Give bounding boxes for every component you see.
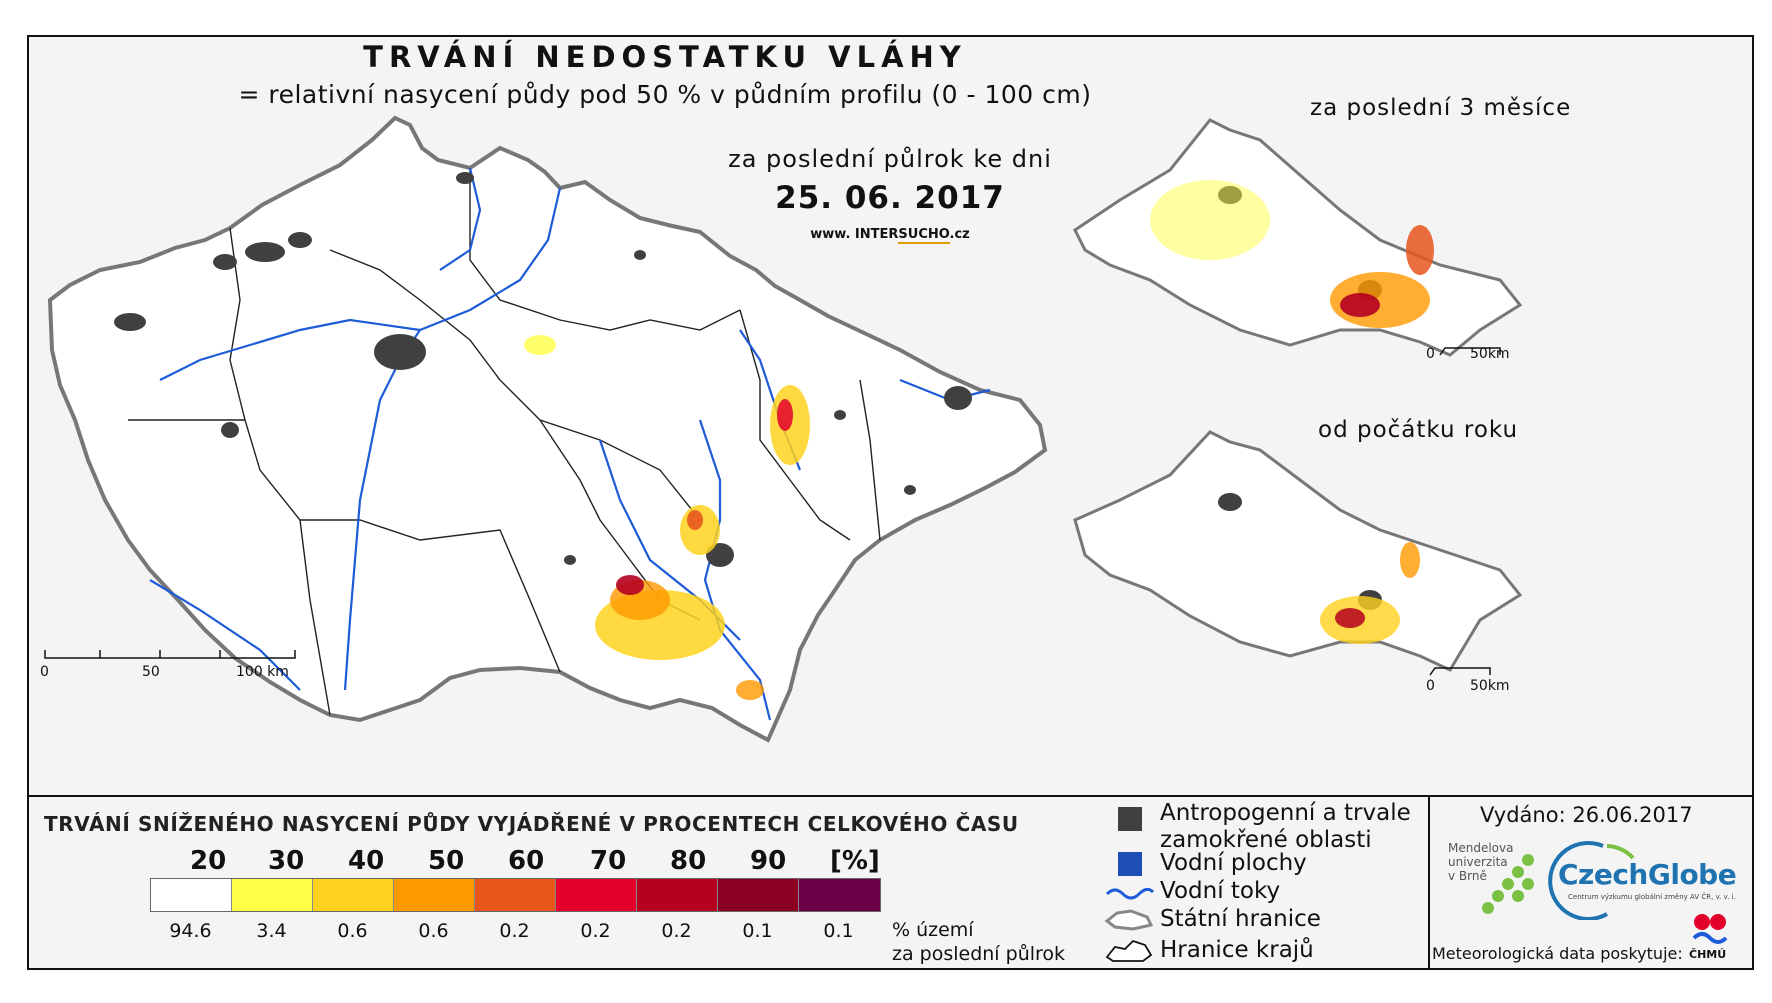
main-map <box>44 115 1048 743</box>
key-water-areas: Vodní plochy <box>1160 850 1307 876</box>
country-outline <box>47 115 1048 743</box>
czechglobe-logo-text: CzechGlobe <box>1558 858 1737 891</box>
czechglobe-subtitle: Centrum výzkumu globální změny AV ČR, v.… <box>1568 893 1736 901</box>
legend-color-bins <box>150 878 881 912</box>
legend-pct-8: 0.1 <box>823 920 854 942</box>
border-icon <box>1104 909 1154 931</box>
key-anthropogenic-line1: Antropogenní a trvale <box>1160 800 1411 826</box>
chmu-label: ČHMÚ <box>1689 948 1727 961</box>
inset-ytd-scale-0: 0 <box>1426 678 1435 694</box>
mendel-logo-text: Mendelova univerzita v Brně <box>1448 841 1513 883</box>
legend-divider <box>27 795 1754 797</box>
website-link[interactable]: www. INTERSUCHO.cz <box>810 227 970 244</box>
mendel-line3: v Brně <box>1448 869 1487 883</box>
period-label: za poslední půlrok ke dni <box>728 145 1052 173</box>
inset-3m-scale-50: 50km <box>1470 346 1510 362</box>
tick-80: 80 <box>670 846 707 876</box>
legend-pct-1: 3.4 <box>256 920 287 942</box>
legend-bin-2 <box>313 879 394 911</box>
tick-20: 20 <box>190 846 227 876</box>
data-provider: Meteorologická data poskytuje: <box>1432 944 1683 963</box>
tick-50: 50 <box>428 846 465 876</box>
legend-pct-2: 0.6 <box>337 920 368 942</box>
legend-vertical-divider <box>1428 795 1430 970</box>
legend-bin-7 <box>718 879 799 911</box>
map-subtitle: = relativní nasycení půdy pod 50 % v půd… <box>238 80 1092 109</box>
water-swatch <box>1118 852 1142 876</box>
legend-pct-5: 0.2 <box>580 920 611 942</box>
scale-label-50: 50 <box>142 664 160 680</box>
legend-pct-3: 0.6 <box>418 920 449 942</box>
key-rivers: Vodní toky <box>1160 878 1281 904</box>
legend-title: TRVÁNÍ SNÍŽENÉHO NASYCENÍ PŮDY VYJÁDŘENÉ… <box>44 812 1019 836</box>
tick-30: 30 <box>268 846 305 876</box>
key-anthropogenic: Antropogenní a trvale zamokřené oblasti <box>1160 800 1411 854</box>
region-border-icon <box>1105 939 1153 962</box>
pct-caption-line2: za poslední půlrok <box>892 943 1066 965</box>
inset-ytd-title: od počátku roku <box>1318 417 1519 443</box>
river-icon <box>1105 887 1155 900</box>
legend-pct-7: 0.1 <box>742 920 773 942</box>
inset-3m-map <box>1073 118 1523 357</box>
mendel-logo-icon <box>1482 854 1534 914</box>
mendel-line1: Mendelova <box>1448 841 1514 855</box>
anthropogenic-areas <box>114 172 972 567</box>
legend-bin-1 <box>232 879 313 911</box>
pct-caption: % území za poslední půlrok <box>892 918 1065 966</box>
inset-ytd-scale-50: 50km <box>1470 678 1510 694</box>
legend-bin-3 <box>394 879 475 911</box>
scale-label-100: 100 km <box>236 664 289 680</box>
czechglobe-logo-icon <box>1548 840 1635 920</box>
scale-bar <box>44 650 296 659</box>
region-borders <box>128 168 881 716</box>
legend-pct-6: 0.2 <box>661 920 692 942</box>
tick-90: 90 <box>750 846 787 876</box>
map-title: TRVÁNÍ NEDOSTATKU VLÁHY <box>363 40 967 74</box>
pct-caption-line1: % území <box>892 919 974 941</box>
legend-bin-6 <box>637 879 718 911</box>
tick-40: 40 <box>348 846 385 876</box>
legend-pct-0: 94.6 <box>169 920 212 942</box>
tick-70: 70 <box>590 846 627 876</box>
key-border: Státní hranice <box>1160 906 1321 932</box>
drought-patches <box>524 335 810 700</box>
legend-bin-5 <box>556 879 637 911</box>
issued-date: Vydáno: 26.06.2017 <box>1480 803 1693 827</box>
map-date: 25. 06. 2017 <box>775 180 1005 216</box>
anthropogenic-swatch <box>1118 807 1142 831</box>
tick-unit: [%] <box>830 846 880 876</box>
key-regions: Hranice krajů <box>1160 937 1314 963</box>
legend-pct-4: 0.2 <box>499 920 530 942</box>
inset-ytd-map <box>1073 430 1523 676</box>
mendel-line2: univerzita <box>1448 855 1508 869</box>
legend-bin-0 <box>151 879 232 911</box>
legend-bin-8 <box>799 879 880 911</box>
tick-60: 60 <box>508 846 545 876</box>
legend-bin-4 <box>475 879 556 911</box>
chmu-logo-icon <box>1692 914 1728 944</box>
inset-3m-scale-0: 0 <box>1426 346 1435 362</box>
key-anthropogenic-line2: zamokřené oblasti <box>1160 827 1372 853</box>
scale-label-0: 0 <box>40 664 49 680</box>
inset-3m-title: za poslední 3 měsíce <box>1310 95 1572 121</box>
